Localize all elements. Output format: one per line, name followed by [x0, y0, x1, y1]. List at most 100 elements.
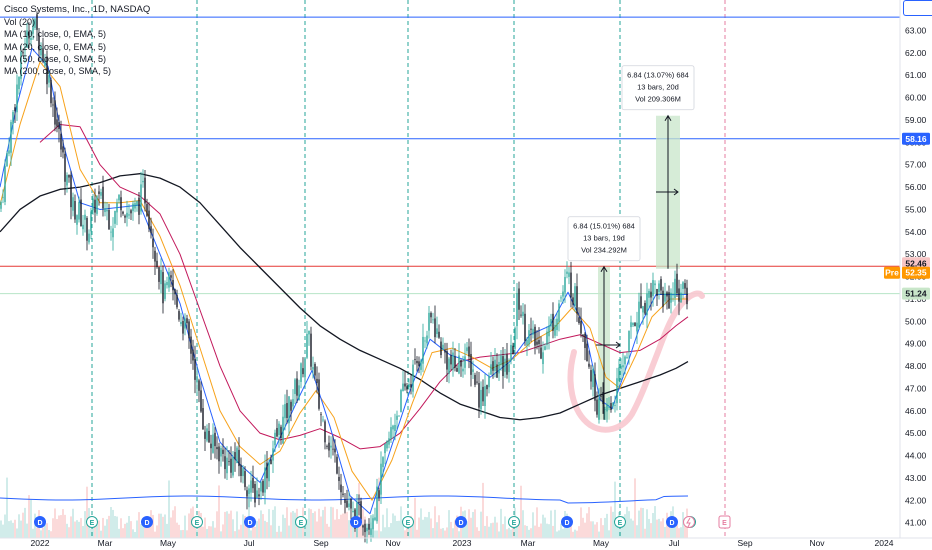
volume-bar [558, 530, 560, 538]
volume-bar [48, 529, 50, 538]
candle-body [466, 347, 468, 352]
volume-bar [442, 528, 444, 538]
time-axis[interactable]: 2022 Mar May Jul Sep Nov 2023 Mar May Jul Sep Nov 20… [31, 538, 894, 548]
candle-body [410, 384, 412, 388]
candle-body [362, 525, 364, 528]
volume-bar [416, 529, 418, 538]
volume-bar [434, 506, 436, 538]
candle-body [294, 379, 296, 395]
candle-body [70, 174, 72, 208]
candle-body [538, 340, 540, 345]
volume-bar [418, 517, 420, 538]
candle-body [36, 14, 38, 30]
volume-bar [552, 525, 554, 538]
volume-bar [196, 529, 198, 538]
volume-bar [130, 521, 132, 538]
candle-body [336, 456, 338, 474]
volume-bar [328, 526, 330, 538]
candle-body [80, 199, 82, 227]
volume-bar [8, 521, 10, 538]
volume-bar [30, 499, 32, 538]
candle-body [586, 343, 588, 362]
volume-bar [274, 506, 276, 538]
candle-body [372, 518, 374, 530]
measure-arrowhead [664, 114, 672, 121]
candle-body [330, 445, 332, 448]
legend-ma50[interactable]: MA (50, close, 0, SMA, 5) [4, 53, 107, 64]
volume-bar [522, 510, 524, 538]
volume-bar [244, 515, 246, 538]
candle-body [596, 399, 598, 415]
candle-body [4, 166, 6, 203]
event-marker-label: E [195, 520, 200, 527]
candle-body [600, 396, 602, 397]
candle-body [254, 483, 256, 503]
candle-body [66, 175, 68, 186]
volume-bar [312, 513, 314, 538]
volume-bar [158, 513, 160, 538]
scale-settings-box[interactable] [903, 0, 932, 16]
candle-body [56, 119, 58, 127]
candle-body [352, 511, 354, 513]
volume-bar [108, 515, 110, 538]
candle-body [518, 288, 520, 310]
volume-bar [396, 520, 398, 538]
volume-bar [318, 508, 320, 538]
candle-body [250, 480, 252, 493]
volume-bar [348, 520, 350, 538]
candle-body [260, 482, 262, 492]
volume-bar [644, 528, 646, 538]
candle-body [594, 374, 596, 401]
volume-bar [606, 513, 608, 538]
price-tick-label: 47.00 [905, 383, 927, 393]
volume-bar [682, 512, 684, 538]
legend-ma20[interactable]: MA (20, close, 0, EMA, 5) [4, 41, 107, 52]
candle-body [50, 79, 52, 104]
volume-bar [194, 525, 196, 538]
candle-body [492, 361, 494, 371]
candle-body [288, 396, 290, 424]
price-tick-label: 63.00 [905, 26, 927, 36]
legend-ma200[interactable]: MA (200, close, 0, SMA, 5) [4, 66, 112, 77]
volume-bar [578, 526, 580, 538]
volume-bar [520, 485, 522, 538]
volume-bar [50, 531, 52, 538]
candle-body [638, 301, 640, 328]
price-tick-label: 42.00 [905, 495, 927, 505]
candle-body [220, 447, 222, 457]
candle-body [32, 25, 34, 34]
candle-body [286, 403, 288, 418]
candle-body [154, 250, 156, 262]
candle-body [230, 458, 232, 473]
volume-bar [106, 519, 108, 538]
candle-body [520, 314, 522, 316]
time-tick-label: Nov [809, 538, 825, 548]
candle-body [508, 364, 510, 373]
time-tick-label: 2023 [453, 538, 472, 548]
candle-body [528, 330, 530, 345]
volume-bar [252, 518, 254, 538]
candle-body [614, 404, 616, 406]
volume-bar [456, 515, 458, 538]
event-markers[interactable]: DEDEDEDEDEDEDEE [34, 515, 731, 529]
candle-body [552, 313, 554, 331]
candle-body [256, 490, 258, 499]
volume-bar [112, 509, 114, 538]
volume-bar [548, 524, 550, 538]
legend-symbol-title[interactable]: Cisco Systems, Inc., 1D, NASDAQ [4, 4, 151, 15]
legend-volume[interactable]: Vol (20) [4, 17, 36, 28]
volume-bar [34, 513, 36, 538]
candle-body [476, 381, 478, 383]
measure-label-box [567, 216, 641, 262]
candle-body [334, 448, 336, 453]
volume-bar [340, 514, 342, 538]
candle-body [452, 352, 454, 370]
measurement-tools[interactable]: 6.84 (15.01%) 684 13 bars, 19d Vol 234.292… [567, 65, 695, 420]
volume-bar [22, 512, 24, 538]
volume-bar [304, 524, 306, 538]
candle-body [214, 432, 216, 447]
price-tick-label: 45.00 [905, 428, 927, 438]
legend-ma10[interactable]: MA (10, close, 0, EMA, 5) [4, 29, 107, 40]
volume-bar [330, 506, 332, 538]
